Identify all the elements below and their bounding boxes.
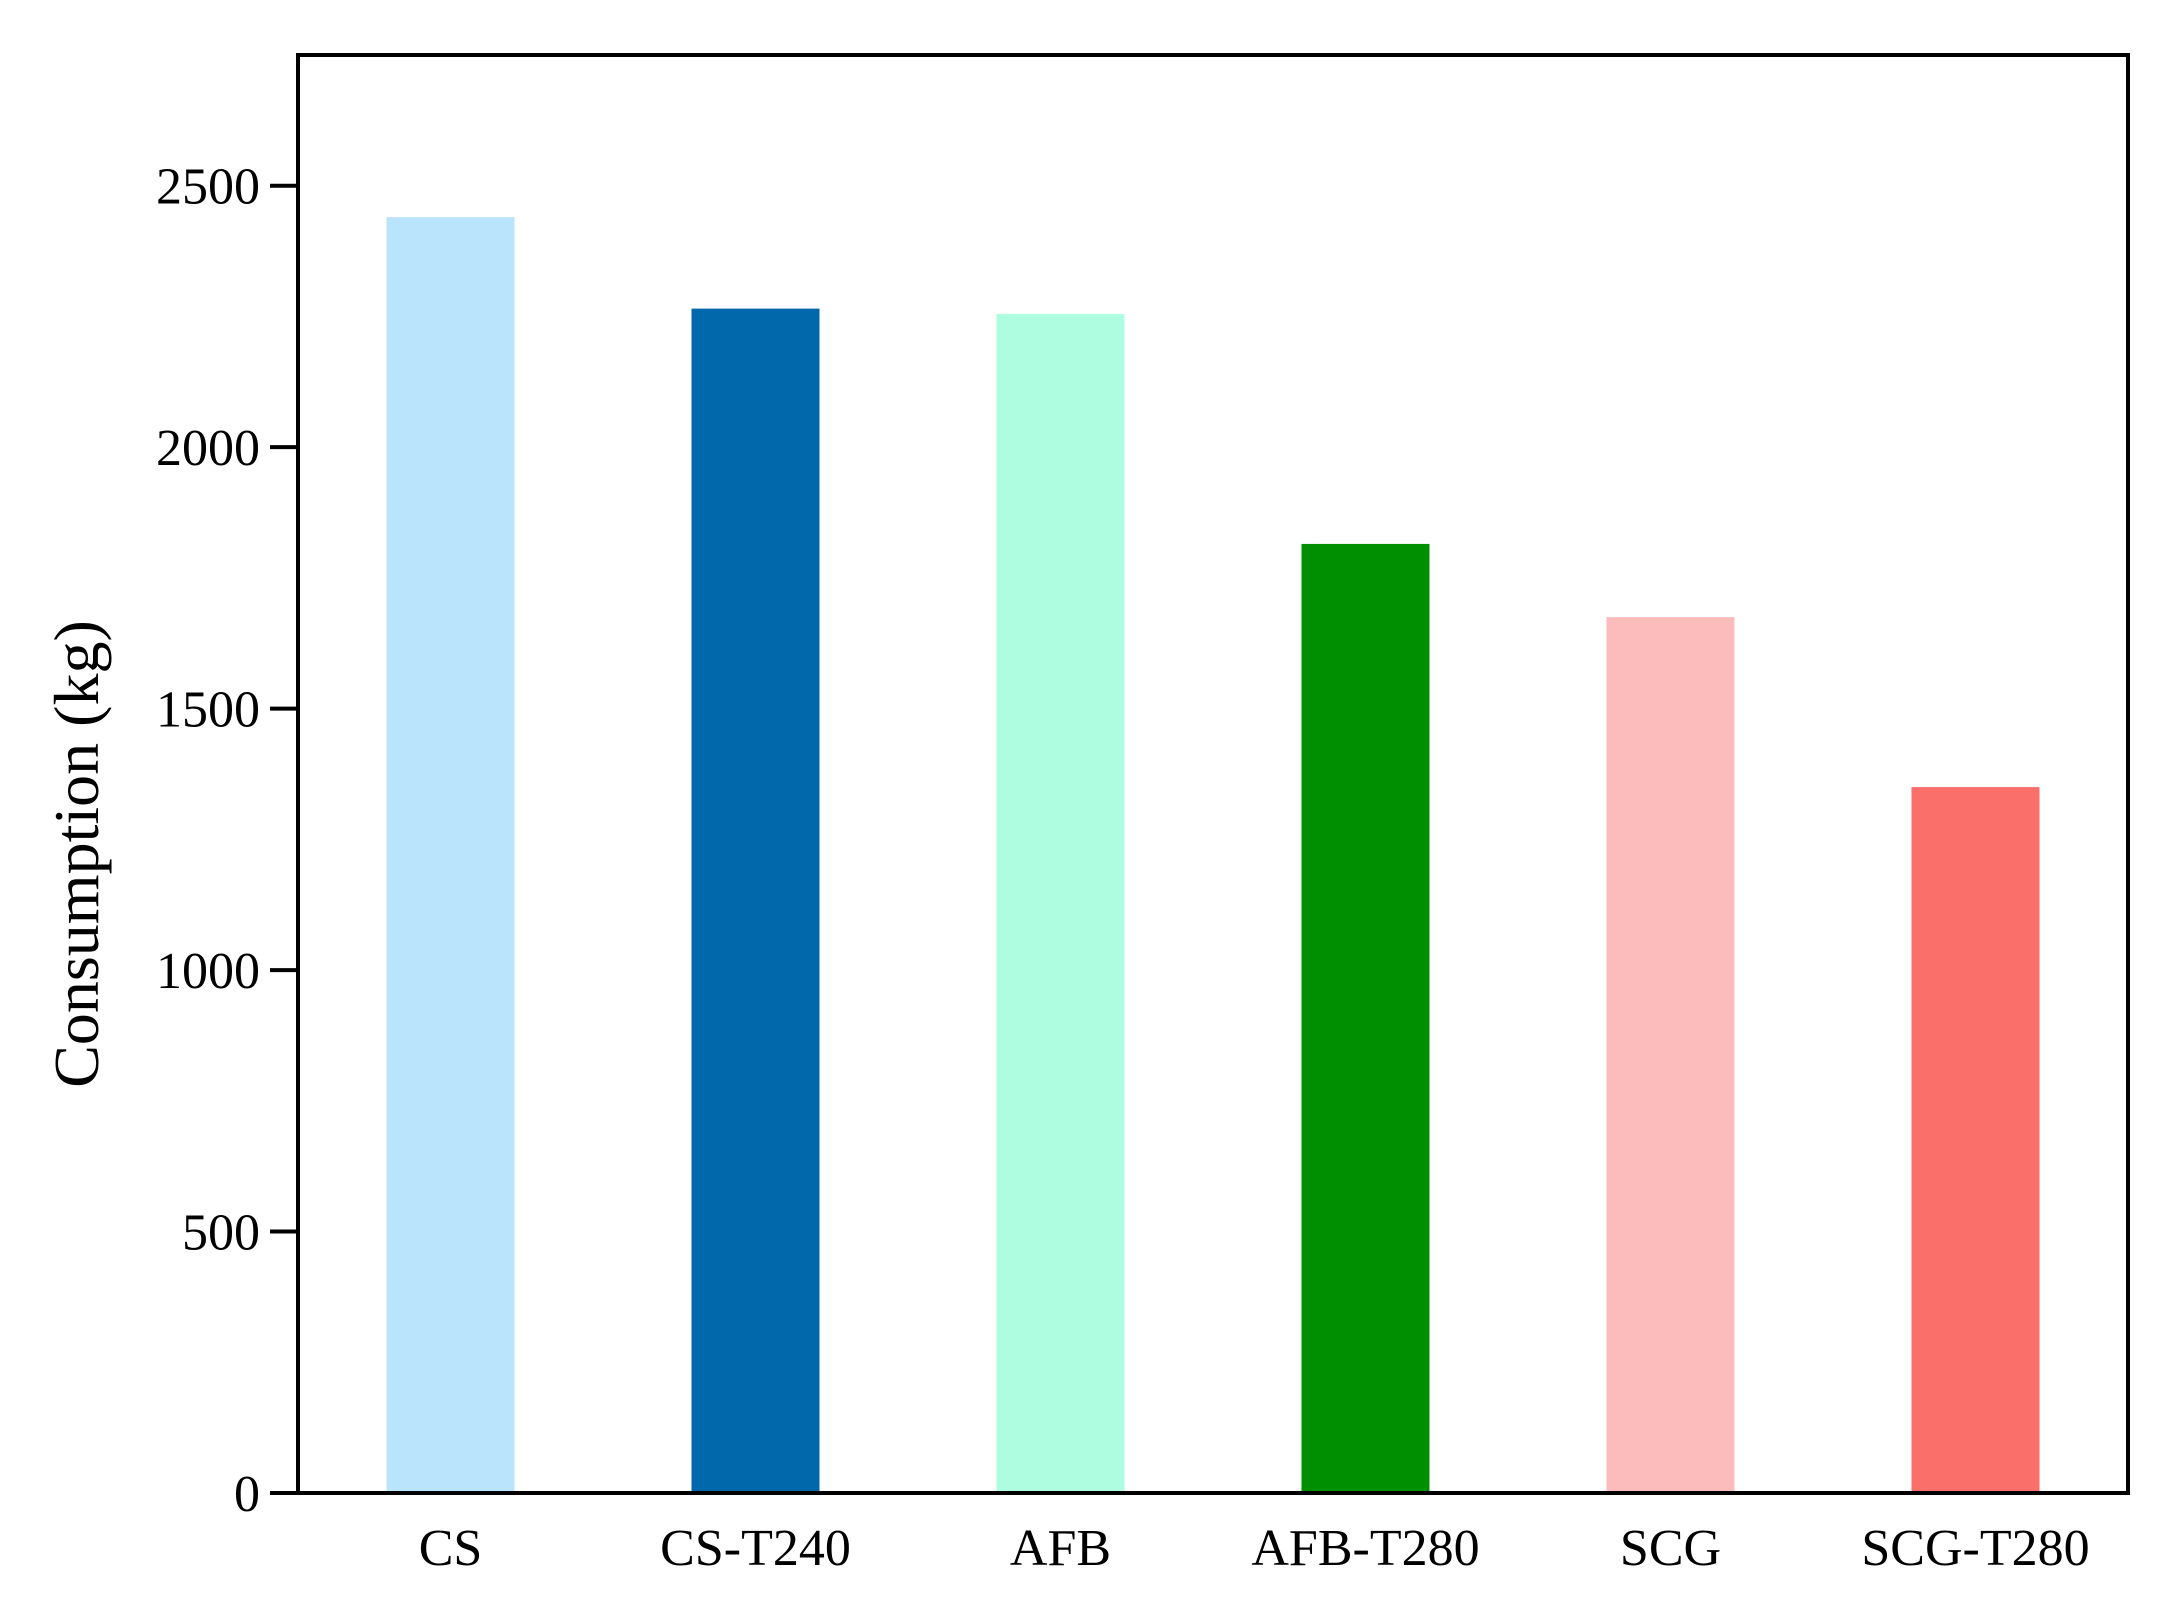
bar-cs xyxy=(386,217,515,1494)
y-tick-label: 1000 xyxy=(156,943,260,1000)
x-tick-label: CS xyxy=(419,1520,483,1577)
x-tick-label: SCG xyxy=(1620,1520,1721,1577)
bar-afb-t280 xyxy=(1301,543,1430,1493)
x-tick-label: AFB-T280 xyxy=(1251,1520,1479,1577)
bar-cs-t240 xyxy=(691,308,820,1494)
x-tick-label: AFB xyxy=(1010,1520,1111,1577)
y-tick-label: 1500 xyxy=(156,682,260,739)
y-tick-label: 2500 xyxy=(156,159,260,216)
x-axis: CS CS-T240 AFB AFB-T280 SCG SCG-T280 xyxy=(419,1520,2090,1577)
y-tick-label: 2000 xyxy=(156,420,260,477)
bar-scg xyxy=(1606,617,1735,1493)
bar-afb xyxy=(996,313,1125,1494)
x-tick-label: SCG-T280 xyxy=(1861,1520,2089,1577)
bars-group xyxy=(386,217,2040,1494)
y-tick-label: 0 xyxy=(234,1466,260,1523)
y-axis-title: Consumption (kg) xyxy=(41,620,112,1088)
x-tick-label: CS-T240 xyxy=(660,1520,851,1577)
y-tick-label: 500 xyxy=(182,1205,260,1262)
plot-frame xyxy=(296,53,2130,1495)
bar-scg-t280 xyxy=(1911,787,2040,1493)
y-axis: 0 500 1000 1500 2000 2500 xyxy=(156,159,298,1523)
